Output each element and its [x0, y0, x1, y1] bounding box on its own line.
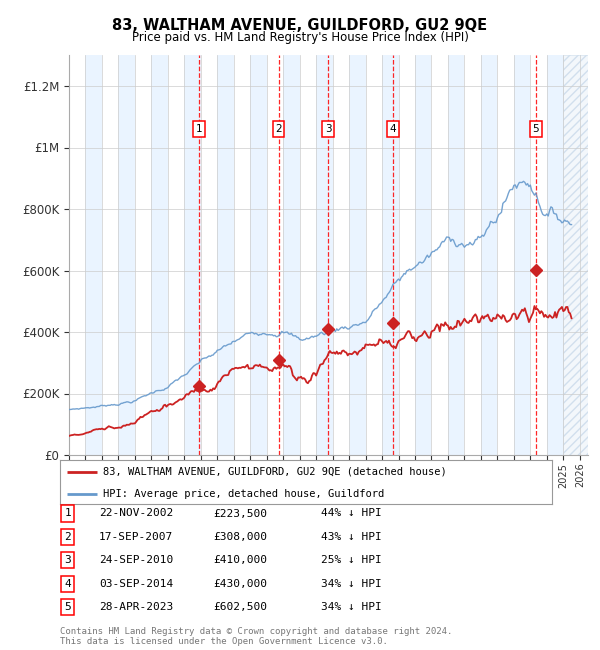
Text: £430,000: £430,000 [213, 578, 267, 589]
Bar [217, 55, 234, 455]
Bar [481, 55, 497, 455]
Text: 5: 5 [64, 602, 71, 612]
Text: 44% ↓ HPI: 44% ↓ HPI [321, 508, 382, 519]
Text: 34% ↓ HPI: 34% ↓ HPI [321, 578, 382, 589]
Bar [118, 55, 135, 455]
Bar [415, 55, 431, 455]
Bar [250, 55, 267, 455]
Bar [316, 55, 332, 455]
Text: 03-SEP-2014: 03-SEP-2014 [99, 578, 173, 589]
Text: This data is licensed under the Open Government Licence v3.0.: This data is licensed under the Open Gov… [60, 637, 388, 646]
Bar [85, 55, 102, 455]
Text: 43% ↓ HPI: 43% ↓ HPI [321, 532, 382, 542]
Text: 2: 2 [275, 124, 282, 134]
Text: £308,000: £308,000 [213, 532, 267, 542]
Text: 25% ↓ HPI: 25% ↓ HPI [321, 555, 382, 566]
Text: 3: 3 [325, 124, 331, 134]
Bar [547, 55, 563, 455]
Text: £223,500: £223,500 [213, 508, 267, 519]
Text: 17-SEP-2007: 17-SEP-2007 [99, 532, 173, 542]
Bar [448, 55, 464, 455]
Bar [151, 55, 168, 455]
Text: 83, WALTHAM AVENUE, GUILDFORD, GU2 9QE (detached house): 83, WALTHAM AVENUE, GUILDFORD, GU2 9QE (… [103, 467, 447, 477]
Text: 83, WALTHAM AVENUE, GUILDFORD, GU2 9QE: 83, WALTHAM AVENUE, GUILDFORD, GU2 9QE [112, 18, 488, 33]
Text: 5: 5 [532, 124, 539, 134]
Text: 4: 4 [390, 124, 397, 134]
Text: 1: 1 [64, 508, 71, 519]
Bar [349, 55, 365, 455]
Text: Price paid vs. HM Land Registry's House Price Index (HPI): Price paid vs. HM Land Registry's House … [131, 31, 469, 44]
Bar [514, 55, 530, 455]
Bar [382, 55, 398, 455]
Text: 4: 4 [64, 578, 71, 589]
Text: 34% ↓ HPI: 34% ↓ HPI [321, 602, 382, 612]
Text: 3: 3 [64, 555, 71, 566]
Text: 24-SEP-2010: 24-SEP-2010 [99, 555, 173, 566]
Bar [563, 55, 588, 455]
Text: 2: 2 [64, 532, 71, 542]
Text: 1: 1 [196, 124, 202, 134]
Text: 22-NOV-2002: 22-NOV-2002 [99, 508, 173, 519]
Text: Contains HM Land Registry data © Crown copyright and database right 2024.: Contains HM Land Registry data © Crown c… [60, 627, 452, 636]
Text: £410,000: £410,000 [213, 555, 267, 566]
Text: £602,500: £602,500 [213, 602, 267, 612]
Text: HPI: Average price, detached house, Guildford: HPI: Average price, detached house, Guil… [103, 489, 385, 499]
Bar [283, 55, 299, 455]
Bar [184, 55, 201, 455]
Text: 28-APR-2023: 28-APR-2023 [99, 602, 173, 612]
